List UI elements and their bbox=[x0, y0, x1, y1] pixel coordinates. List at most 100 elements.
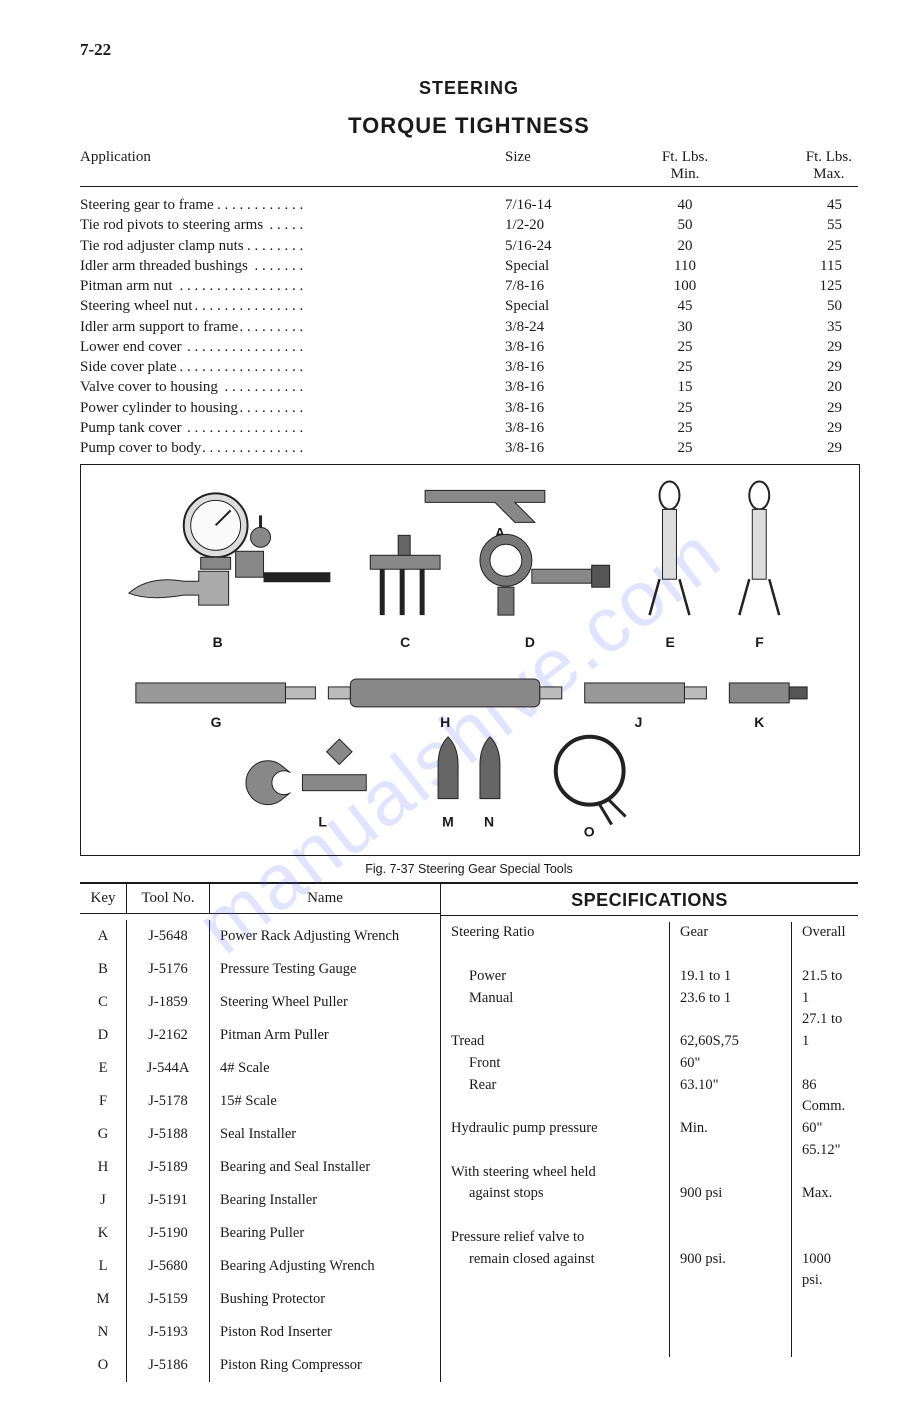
torque-row: Pump cover to body3/8-162529 bbox=[80, 438, 858, 458]
page-number: 7-22 bbox=[80, 40, 858, 60]
figure-caption: Fig. 7-37 Steering Gear Special Tools bbox=[80, 862, 858, 876]
specs-value-1 bbox=[680, 1205, 785, 1227]
tools-cell-key: N bbox=[80, 1316, 127, 1349]
specs-value-2: 86 Comm. bbox=[802, 1075, 852, 1119]
torque-cell-max: 29 bbox=[745, 398, 858, 418]
torque-header-max: Ft. Lbs. Max. bbox=[745, 149, 858, 183]
tools-header-key: Key bbox=[80, 884, 127, 913]
heading-steering: STEERING bbox=[80, 78, 858, 99]
torque-cell-min: 110 bbox=[625, 256, 745, 276]
torque-cell-size: 3/8-16 bbox=[505, 377, 625, 397]
tools-cell-tool: J-5159 bbox=[127, 1283, 210, 1316]
torque-row: Pump tank cover3/8-162529 bbox=[80, 418, 858, 438]
specs-column-2: Overall 21.5 to 127.1 to 1 86 Comm.60"65… bbox=[792, 922, 858, 1357]
torque-cell-max: 20 bbox=[745, 377, 858, 397]
tools-cell-tool: J-5648 bbox=[127, 920, 210, 953]
torque-cell-max: 29 bbox=[745, 357, 858, 377]
tools-cell-name: 15# Scale bbox=[210, 1085, 440, 1118]
specs-value-2 bbox=[802, 1336, 852, 1358]
specs-value-1: 23.6 to 1 bbox=[680, 988, 785, 1010]
torque-cell-min: 25 bbox=[625, 357, 745, 377]
torque-cell-max: 55 bbox=[745, 215, 858, 235]
tools-cell-tool: J-1859 bbox=[127, 986, 210, 1019]
torque-cell-min: 15 bbox=[625, 377, 745, 397]
torque-cell-min: 100 bbox=[625, 276, 745, 296]
fig-letter-o: O bbox=[584, 824, 595, 840]
tools-cell-key: L bbox=[80, 1250, 127, 1283]
torque-cell-application: Pump cover to body bbox=[80, 438, 505, 458]
torque-cell-size: 7/16-14 bbox=[505, 195, 625, 215]
tools-row: KJ-5190Bearing Puller bbox=[80, 1217, 440, 1250]
specs-value-1 bbox=[680, 944, 785, 966]
fig-letter-b: B bbox=[213, 634, 223, 650]
tools-cell-key: E bbox=[80, 1052, 127, 1085]
specs-label: Tread bbox=[451, 1031, 661, 1053]
torque-header-max-line2: Max. bbox=[813, 166, 844, 182]
tools-cell-tool: J-5193 bbox=[127, 1316, 210, 1349]
torque-cell-size: 3/8-16 bbox=[505, 438, 625, 458]
specs-label: Rear bbox=[451, 1075, 661, 1097]
torque-row: Side cover plate3/8-162529 bbox=[80, 357, 858, 377]
specifications-heading: SPECIFICATIONS bbox=[441, 884, 858, 916]
tools-header-tool: Tool No. bbox=[127, 884, 210, 913]
torque-row: Idler arm support to frame3/8-243035 bbox=[80, 317, 858, 337]
specs-value-2: 60" bbox=[802, 1118, 852, 1140]
torque-cell-application: Tie rod pivots to steering arms bbox=[80, 215, 505, 235]
torque-cell-min: 25 bbox=[625, 418, 745, 438]
tools-cell-name: Bearing Puller bbox=[210, 1217, 440, 1250]
specs-label bbox=[451, 944, 661, 966]
torque-header-size: Size bbox=[505, 149, 625, 183]
heading-torque-tightness: TORQUE TIGHTNESS bbox=[80, 113, 858, 139]
torque-cell-max: 29 bbox=[745, 438, 858, 458]
torque-cell-application: Power cylinder to housing bbox=[80, 398, 505, 418]
torque-header-min-line1: Ft. Lbs. bbox=[662, 149, 708, 165]
tools-row: OJ-5186Piston Ring Compressor bbox=[80, 1349, 440, 1382]
torque-row: Valve cover to housing3/8-161520 bbox=[80, 377, 858, 397]
torque-cell-max: 29 bbox=[745, 418, 858, 438]
torque-cell-application: Valve cover to housing bbox=[80, 377, 505, 397]
page: manualshive.com 7-22 STEERING TORQUE TIG… bbox=[0, 0, 918, 1422]
specs-value-2: Overall bbox=[802, 922, 852, 944]
tools-cell-key: O bbox=[80, 1349, 127, 1382]
specs-value-1 bbox=[680, 1162, 785, 1184]
torque-header-min-line2: Min. bbox=[671, 166, 700, 182]
specs-value-1 bbox=[680, 1009, 785, 1031]
tools-cell-name: Steering Wheel Puller bbox=[210, 986, 440, 1019]
figure-svg: A B C D bbox=[81, 465, 859, 855]
torque-row: Lower end cover3/8-162529 bbox=[80, 337, 858, 357]
tools-cell-tool: J-5188 bbox=[127, 1118, 210, 1151]
specs-column-1: Gear 19.1 to 123.6 to 1 62,60S,7560"63.1… bbox=[670, 922, 792, 1357]
specs-label: Steering Ratio bbox=[451, 922, 661, 944]
specs-value-2: 27.1 to 1 bbox=[802, 1009, 852, 1053]
tools-cell-key: B bbox=[80, 953, 127, 986]
specs-label: remain closed against bbox=[451, 1249, 661, 1271]
tools-cell-name: Bearing and Seal Installer bbox=[210, 1151, 440, 1184]
fig-letter-l: L bbox=[318, 814, 327, 830]
specs-value-1: 62,60S,75 bbox=[680, 1031, 785, 1053]
torque-row: Tie rod adjuster clamp nuts5/16-242025 bbox=[80, 236, 858, 256]
torque-cell-max: 115 bbox=[745, 256, 858, 276]
specs-label: Power bbox=[451, 966, 661, 988]
specs-label: Hydraulic pump pressure bbox=[451, 1118, 661, 1140]
torque-cell-application: Steering wheel nut bbox=[80, 296, 505, 316]
torque-header-application: Application bbox=[80, 149, 505, 183]
tools-cell-name: Piston Rod Inserter bbox=[210, 1316, 440, 1349]
tools-cell-tool: J-2162 bbox=[127, 1019, 210, 1052]
tools-table: Key Tool No. Name AJ-5648Power Rack Adju… bbox=[80, 884, 441, 1382]
tools-cell-name: 4# Scale bbox=[210, 1052, 440, 1085]
figure-7-37: A B C D bbox=[80, 464, 860, 856]
tools-row: FJ-517815# Scale bbox=[80, 1085, 440, 1118]
torque-cell-application: Idler arm threaded bushings bbox=[80, 256, 505, 276]
tools-cell-key: D bbox=[80, 1019, 127, 1052]
tools-cell-key: G bbox=[80, 1118, 127, 1151]
torque-header-min: Ft. Lbs. Min. bbox=[625, 149, 745, 183]
tools-cell-tool: J-5680 bbox=[127, 1250, 210, 1283]
torque-cell-size: 3/8-16 bbox=[505, 418, 625, 438]
torque-cell-max: 125 bbox=[745, 276, 858, 296]
torque-cell-application: Tie rod adjuster clamp nuts bbox=[80, 236, 505, 256]
tools-row: GJ-5188Seal Installer bbox=[80, 1118, 440, 1151]
tools-cell-name: Power Rack Adjusting Wrench bbox=[210, 920, 440, 953]
tools-cell-tool: J-5190 bbox=[127, 1217, 210, 1250]
fig-letter-d: D bbox=[525, 634, 535, 650]
torque-cell-application: Idler arm support to frame bbox=[80, 317, 505, 337]
